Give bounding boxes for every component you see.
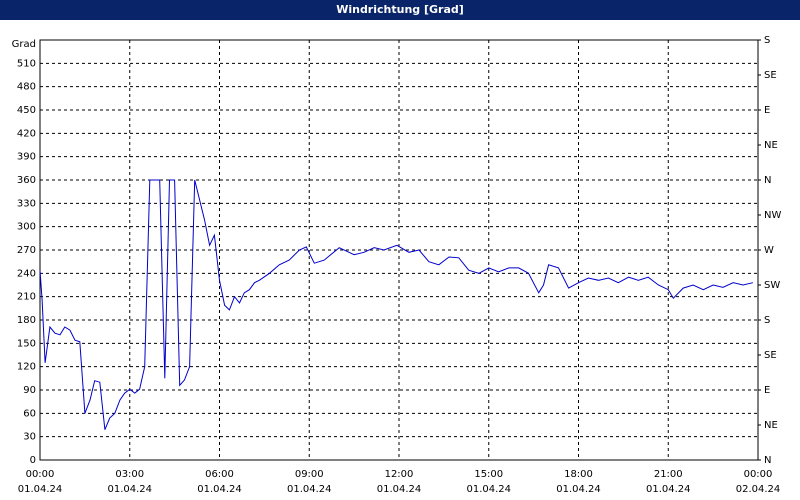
y2-tick-label: NW bbox=[764, 210, 781, 221]
y2-tick-label: SE bbox=[764, 350, 777, 361]
y2-tick-label: NE bbox=[764, 420, 778, 431]
y-tick-label: 480 bbox=[17, 82, 36, 93]
chart: Grad 0 30 60 90 120 150 180 210 240 270 300 330 360 39… bbox=[12, 35, 782, 495]
x-tick-date: 01.04.24 bbox=[646, 484, 691, 495]
y-tick-label: 60 bbox=[23, 408, 36, 419]
y-tick-label: 510 bbox=[17, 58, 36, 69]
y-tick-label: 30 bbox=[23, 432, 36, 443]
y-tick-label: 120 bbox=[17, 362, 36, 373]
y2-tick-label: SW bbox=[764, 280, 780, 291]
x-tick-date: 01.04.24 bbox=[466, 484, 511, 495]
x-tick-label: 06:00 bbox=[205, 469, 234, 480]
x-tick-date: 01.04.24 bbox=[377, 484, 422, 495]
x-tick-date: 01.04.24 bbox=[556, 484, 601, 495]
x-tick-label: 09:00 bbox=[295, 469, 324, 480]
x-tick-date: 01.04.24 bbox=[18, 484, 63, 495]
x-tick-date: 01.04.24 bbox=[107, 484, 152, 495]
y2-tick-label: S bbox=[764, 35, 770, 46]
y2-tick-label: N bbox=[764, 455, 771, 466]
y-tick-label: 150 bbox=[17, 338, 36, 349]
y2-tick-label: W bbox=[764, 245, 774, 256]
y2-tick-label: E bbox=[764, 385, 770, 396]
y-tick-label: 300 bbox=[17, 222, 36, 233]
y-tick-label: 330 bbox=[17, 198, 36, 209]
y-tick-label: 240 bbox=[17, 268, 36, 279]
y-tick-label: 90 bbox=[23, 385, 36, 396]
x-tick-date: 02.04.24 bbox=[736, 484, 781, 495]
y-tick-label: 0 bbox=[30, 455, 36, 466]
y2-tick-label: SE bbox=[764, 70, 777, 81]
y-tick-label: 420 bbox=[17, 128, 36, 139]
x-tick-label: 00:00 bbox=[744, 469, 773, 480]
y2-tick-label: E bbox=[764, 105, 770, 116]
x-tick-label: 03:00 bbox=[115, 469, 144, 480]
y-tick-label: 210 bbox=[17, 292, 36, 303]
x-tick-date: 01.04.24 bbox=[197, 484, 242, 495]
x-tick-label: 18:00 bbox=[564, 469, 593, 480]
y-axis-label: Grad bbox=[12, 39, 36, 50]
x-tick-label: 15:00 bbox=[474, 469, 503, 480]
y2-tick-label: NE bbox=[764, 140, 778, 151]
x-tick-label: 12:00 bbox=[385, 469, 414, 480]
x-tick-label: 00:00 bbox=[26, 469, 55, 480]
data-line bbox=[39, 179, 754, 430]
y-tick-label: 360 bbox=[17, 175, 36, 186]
title-bar: Windrichtung [Grad] bbox=[0, 0, 800, 20]
x-tick-label: 21:00 bbox=[654, 469, 683, 480]
y-tick-label: 450 bbox=[17, 105, 36, 116]
y2-tick-label: N bbox=[764, 175, 771, 186]
x-tick-date: 01.04.24 bbox=[287, 484, 332, 495]
y-tick-label: 180 bbox=[17, 315, 36, 326]
y-tick-label: 270 bbox=[17, 245, 36, 256]
y-tick-label: 390 bbox=[17, 152, 36, 163]
y2-tick-label: S bbox=[764, 315, 770, 326]
